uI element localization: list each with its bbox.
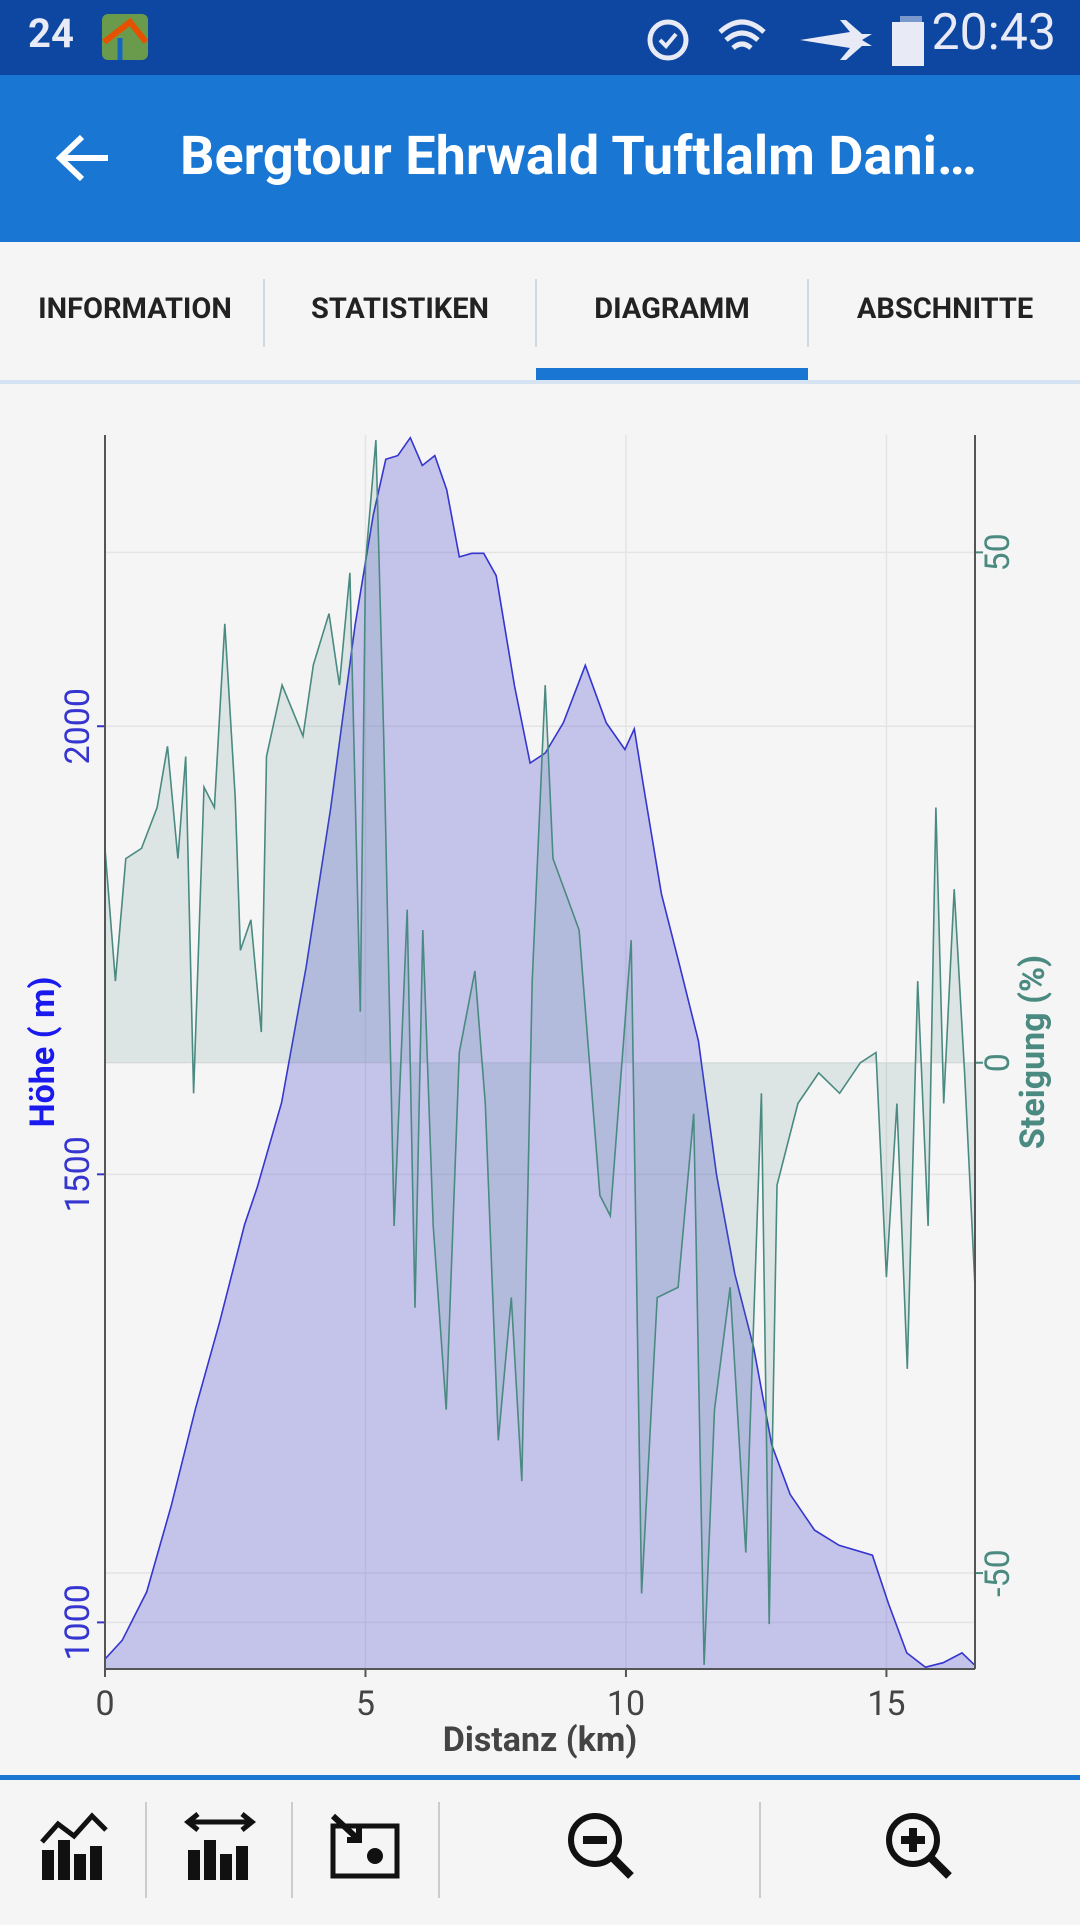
- app-bar: Bergtour Ehrwald Tuftlalm Dani…: [0, 75, 1080, 242]
- y-tick-label: 1500: [58, 1136, 98, 1212]
- area-fill: [105, 437, 975, 1670]
- x-tick-label: 15: [867, 1684, 905, 1724]
- status-icons: [647, 16, 924, 66]
- x-tick-label: 5: [356, 1684, 375, 1724]
- area-fill: [105, 440, 975, 1665]
- zoom-out-button[interactable]: [565, 1810, 637, 1882]
- tab[interactable]: INFORMATION: [38, 292, 232, 326]
- tab[interactable]: ABSCHNITTE: [856, 292, 1034, 326]
- line: [104, 436, 976, 1669]
- y2-tick-label: 50: [978, 533, 1018, 571]
- x-tick-label: 0: [95, 1684, 114, 1724]
- tab[interactable]: STATISTIKEN: [310, 292, 490, 326]
- clock: 20:43: [931, 4, 1056, 62]
- notification-count: 24: [28, 10, 74, 57]
- tab-indicator: [536, 368, 808, 380]
- status-bar: 24 20:43: [0, 0, 1080, 75]
- y2-tick-label: -50: [978, 1549, 1018, 1597]
- y2-axis-title: Steigung (%): [1013, 955, 1053, 1149]
- chart-type-button[interactable]: [38, 1810, 110, 1882]
- x-axis-button[interactable]: [184, 1810, 256, 1882]
- y-tick-label: 1000: [58, 1584, 98, 1660]
- tab-bar: INFORMATION STATISTIKEN DIAGRAMM ABSCHNI…: [0, 242, 1080, 385]
- back-button[interactable]: [54, 131, 112, 185]
- divider: [0, 380, 1080, 384]
- y-tick-label: 2000: [58, 688, 98, 764]
- app-title: Bergtour Ehrwald Tuftlalm Dani…: [180, 125, 977, 188]
- app-icon: [102, 14, 149, 60]
- line: [104, 440, 976, 1665]
- y-axis-title: Höhe ( m): [23, 977, 63, 1128]
- x-axis-title: Distanz (km): [443, 1720, 638, 1760]
- zoom-in-button[interactable]: [883, 1810, 955, 1882]
- toolbar: [0, 1775, 1080, 1925]
- x-tick-label: 10: [607, 1684, 645, 1724]
- tab[interactable]: DIAGRAMM: [594, 292, 750, 326]
- y2-tick-label: 0: [978, 1053, 1018, 1072]
- map-button[interactable]: [329, 1810, 401, 1882]
